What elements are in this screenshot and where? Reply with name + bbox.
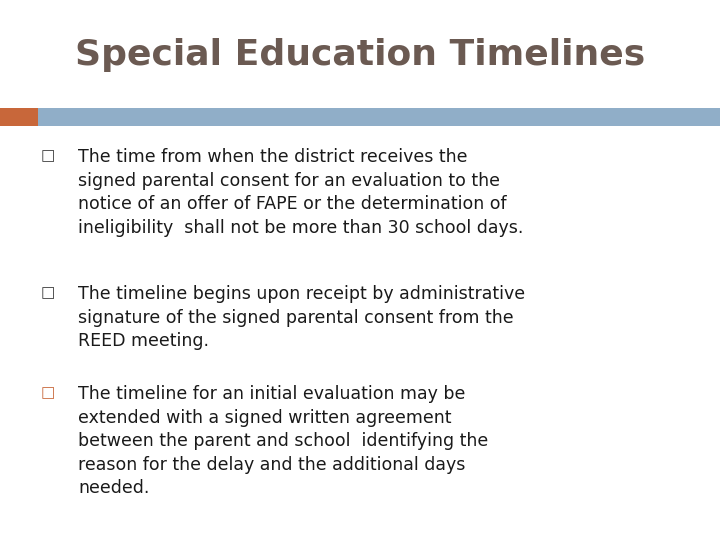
Text: □: □ xyxy=(41,385,55,400)
Text: □: □ xyxy=(41,148,55,163)
Text: □: □ xyxy=(41,285,55,300)
Bar xyxy=(0,108,38,126)
Bar xyxy=(38,108,720,126)
Text: The timeline begins upon receipt by administrative
signature of the signed paren: The timeline begins upon receipt by admi… xyxy=(78,285,525,350)
Text: The time from when the district receives the
signed parental consent for an eval: The time from when the district receives… xyxy=(78,148,523,237)
Text: Special Education Timelines: Special Education Timelines xyxy=(75,38,645,72)
Text: The timeline for an initial evaluation may be
extended with a signed written agr: The timeline for an initial evaluation m… xyxy=(78,385,488,497)
